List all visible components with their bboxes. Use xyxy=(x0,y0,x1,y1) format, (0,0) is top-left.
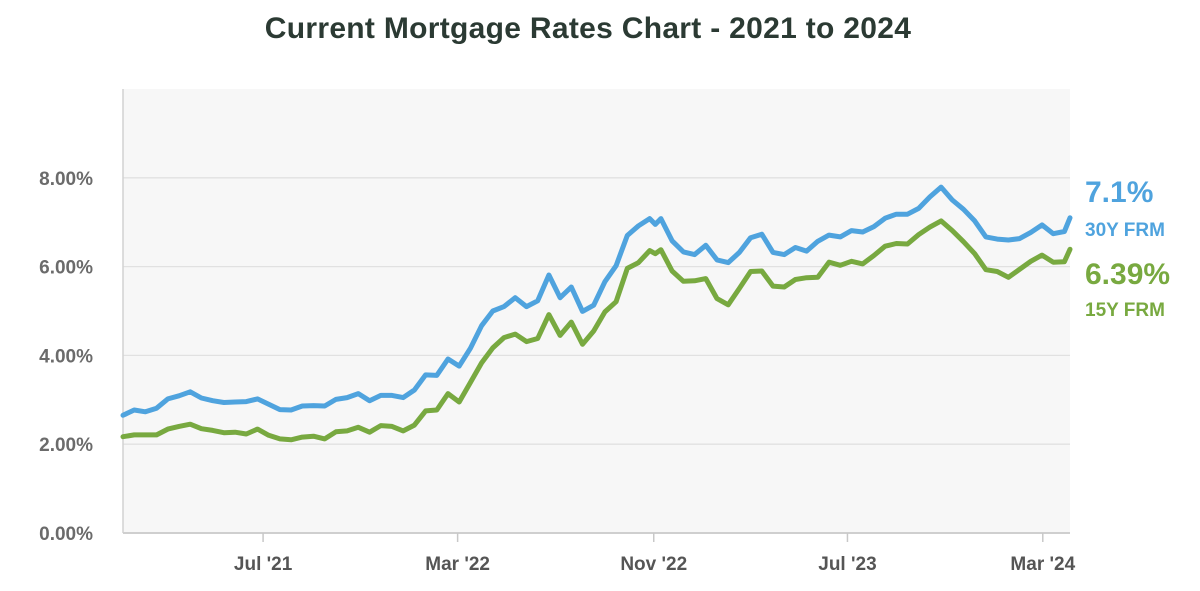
y-tick-label: 4.00% xyxy=(39,346,93,367)
chart-title: Current Mortgage Rates Chart - 2021 to 2… xyxy=(264,12,912,45)
series-line-15y-frm xyxy=(120,218,1073,443)
series-line-30y-frm xyxy=(120,184,1073,418)
end-label-value: 6.39% xyxy=(1085,258,1170,291)
y-tick-label: 0.00% xyxy=(39,524,93,545)
y-tick-label: 6.00% xyxy=(39,258,93,279)
x-tick-label: Jul '23 xyxy=(818,554,876,575)
y-tick-label: 8.00% xyxy=(39,169,93,190)
series-lines xyxy=(120,184,1073,443)
end-label-name: 30Y FRM xyxy=(1085,220,1165,241)
x-tick-label: Jul '21 xyxy=(234,554,293,575)
x-axis-ticks: Jul '21 Mar '22 Nov '22 Jul '23 Mar '24 xyxy=(234,533,1076,575)
y-tick-label: 2.00% xyxy=(39,435,93,456)
x-tick-label: Nov '22 xyxy=(620,554,687,575)
plot-area-background xyxy=(123,89,1070,533)
end-labels: 7.1% 30Y FRM 6.39% 15Y FRM xyxy=(1085,176,1170,321)
x-tick-label: Mar '24 xyxy=(1010,554,1075,575)
end-label-value: 7.1% xyxy=(1085,176,1153,209)
end-label-name: 15Y FRM xyxy=(1085,300,1165,321)
x-tick-label: Mar '22 xyxy=(425,554,490,575)
y-axis-ticks: 0.00% 2.00% 4.00% 6.00% 8.00% xyxy=(39,169,93,545)
gridlines xyxy=(123,177,1070,445)
